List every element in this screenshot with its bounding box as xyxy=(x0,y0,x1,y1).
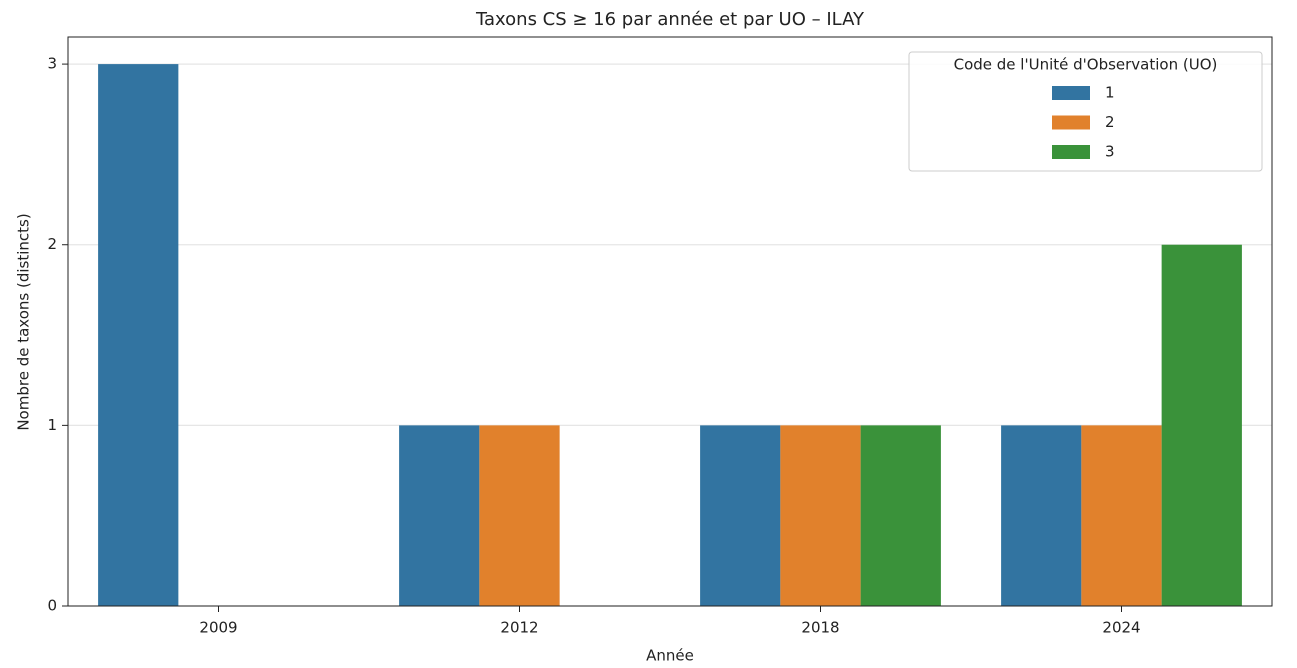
legend-label: 2 xyxy=(1105,113,1115,131)
bar xyxy=(479,425,560,606)
y-tick-label: 0 xyxy=(47,597,57,615)
bar xyxy=(1081,425,1162,606)
bar xyxy=(399,425,480,606)
bar xyxy=(860,425,941,606)
legend-swatch xyxy=(1052,86,1090,100)
y-tick-label: 3 xyxy=(47,55,57,73)
y-axis-label: Nombre de taxons (distincts) xyxy=(15,213,33,430)
x-tick-label: 2009 xyxy=(199,619,237,637)
legend-swatch xyxy=(1052,145,1090,159)
x-tick-label: 2018 xyxy=(801,619,839,637)
bar xyxy=(700,425,781,606)
bar xyxy=(1161,244,1242,606)
plot-frame xyxy=(67,36,1273,607)
x-axis-label: Année xyxy=(646,647,694,665)
x-tick-label: 2024 xyxy=(1102,619,1140,637)
legend-swatch xyxy=(1052,115,1090,130)
legend-box xyxy=(908,51,1263,172)
bar xyxy=(98,64,179,607)
legend-label: 3 xyxy=(1105,143,1115,161)
legend-title: Code de l'Unité d'Observation (UO) xyxy=(954,56,1218,74)
legend-label: 1 xyxy=(1105,84,1115,102)
bar xyxy=(780,425,861,606)
chart-title: Taxons CS ≥ 16 par année et par UO – ILA… xyxy=(475,9,865,30)
y-tick-label: 2 xyxy=(47,235,57,253)
x-tick-label: 2012 xyxy=(500,619,538,637)
y-tick-label: 1 xyxy=(47,416,57,434)
bar xyxy=(1001,425,1082,606)
